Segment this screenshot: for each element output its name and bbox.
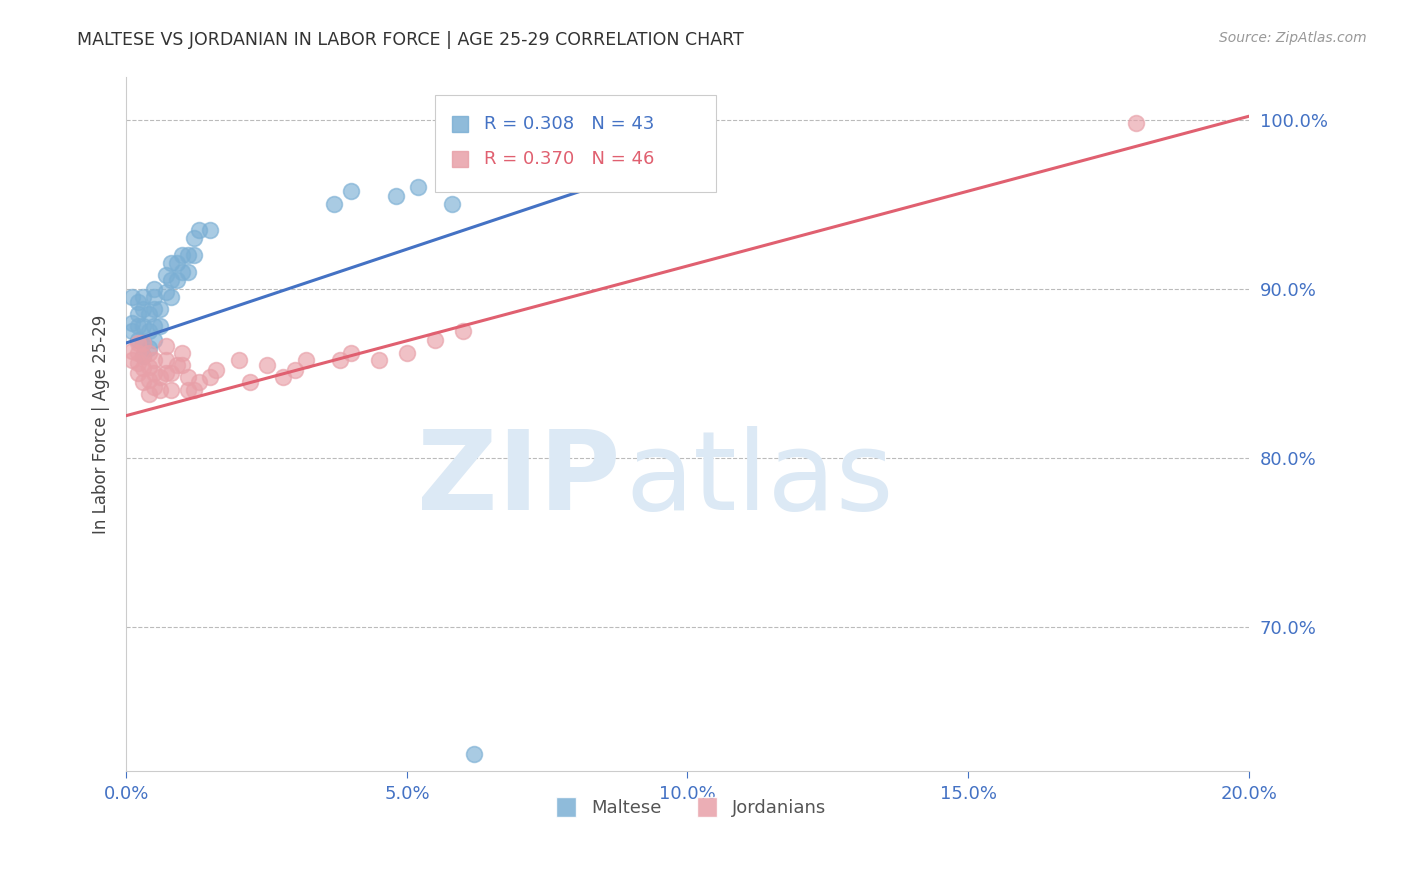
Point	[463, 747, 485, 761]
Point	[384, 189, 406, 203]
Point	[155, 268, 177, 283]
Point	[138, 359, 160, 374]
Text: R = 0.308   N = 43: R = 0.308 N = 43	[484, 115, 655, 133]
Point	[132, 350, 155, 364]
Point	[160, 367, 183, 381]
Point	[328, 352, 350, 367]
Point	[183, 248, 205, 262]
Point	[172, 265, 194, 279]
Point	[172, 248, 194, 262]
Text: R = 0.370   N = 46: R = 0.370 N = 46	[484, 150, 655, 168]
Point	[160, 256, 183, 270]
Point	[155, 285, 177, 300]
Point	[132, 290, 155, 304]
Point	[239, 375, 262, 389]
Point	[132, 361, 155, 376]
Point	[172, 358, 194, 372]
Point	[127, 346, 149, 360]
Point	[127, 318, 149, 333]
Point	[138, 341, 160, 355]
Point	[155, 339, 177, 353]
Point	[138, 324, 160, 338]
Point	[284, 363, 307, 377]
Point	[149, 369, 172, 384]
Point	[440, 197, 463, 211]
Point	[149, 302, 172, 317]
Point	[406, 180, 429, 194]
Point	[160, 383, 183, 397]
Point	[127, 367, 149, 381]
Point	[121, 344, 143, 359]
Point	[127, 307, 149, 321]
Point	[1125, 116, 1147, 130]
Point	[395, 346, 418, 360]
Point	[138, 307, 160, 321]
Point	[177, 248, 200, 262]
Point	[172, 346, 194, 360]
Point	[132, 335, 155, 350]
Point	[228, 352, 250, 367]
Point	[121, 316, 143, 330]
Point	[177, 383, 200, 397]
Point	[127, 333, 149, 347]
Point	[205, 363, 228, 377]
Point	[200, 222, 222, 236]
Point	[132, 302, 155, 317]
Point	[138, 346, 160, 360]
Point	[121, 324, 143, 338]
Point	[323, 197, 346, 211]
Point	[160, 290, 183, 304]
FancyBboxPatch shape	[434, 95, 716, 192]
Text: ZIP: ZIP	[416, 426, 620, 533]
Point	[188, 222, 211, 236]
Point	[149, 318, 172, 333]
Point	[132, 335, 155, 350]
Point	[155, 352, 177, 367]
Text: atlas: atlas	[626, 426, 894, 533]
Legend: Maltese, Jordanians: Maltese, Jordanians	[541, 791, 834, 824]
Point	[256, 358, 278, 372]
Point	[166, 273, 188, 287]
Point	[339, 184, 361, 198]
Text: Source: ZipAtlas.com: Source: ZipAtlas.com	[1219, 31, 1367, 45]
Point	[200, 369, 222, 384]
Point	[132, 375, 155, 389]
Point	[183, 231, 205, 245]
Point	[273, 369, 295, 384]
Point	[339, 346, 361, 360]
Point	[121, 352, 143, 367]
Point	[127, 335, 149, 350]
Point	[177, 369, 200, 384]
Point	[143, 352, 166, 367]
Point	[143, 380, 166, 394]
Point	[423, 333, 446, 347]
Point	[295, 352, 318, 367]
Text: MALTESE VS JORDANIAN IN LABOR FORCE | AGE 25-29 CORRELATION CHART: MALTESE VS JORDANIAN IN LABOR FORCE | AG…	[77, 31, 744, 49]
Point	[143, 318, 166, 333]
Point	[138, 386, 160, 401]
Point	[188, 375, 211, 389]
Point	[143, 290, 166, 304]
Point	[127, 295, 149, 310]
Point	[132, 350, 155, 364]
Point	[149, 383, 172, 397]
Point	[177, 265, 200, 279]
Point	[121, 290, 143, 304]
Point	[155, 367, 177, 381]
Point	[160, 273, 183, 287]
Point	[143, 282, 166, 296]
Point	[132, 318, 155, 333]
Point	[127, 356, 149, 370]
Point	[183, 383, 205, 397]
Point	[166, 358, 188, 372]
Point	[143, 333, 166, 347]
Point	[138, 373, 160, 387]
Point	[143, 302, 166, 317]
Point	[143, 367, 166, 381]
Point	[166, 256, 188, 270]
Point	[451, 324, 474, 338]
Y-axis label: In Labor Force | Age 25-29: In Labor Force | Age 25-29	[93, 315, 110, 533]
Point	[367, 352, 389, 367]
